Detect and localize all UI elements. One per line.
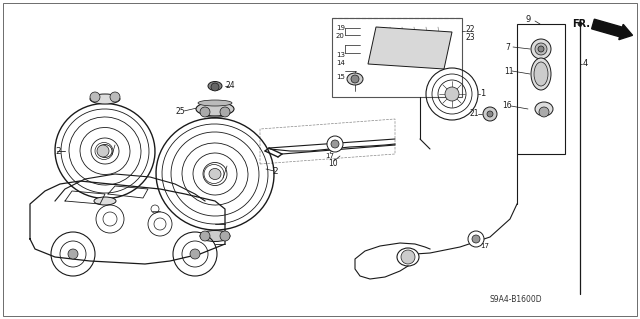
Text: 11: 11 xyxy=(504,66,513,76)
FancyArrow shape xyxy=(591,19,632,40)
Text: 21: 21 xyxy=(470,109,479,118)
Text: S9A4-B1600D: S9A4-B1600D xyxy=(490,294,543,303)
Circle shape xyxy=(110,92,120,102)
Polygon shape xyxy=(368,27,452,69)
Text: FR.: FR. xyxy=(572,19,590,29)
Text: 4: 4 xyxy=(583,60,588,69)
Circle shape xyxy=(487,111,493,117)
Circle shape xyxy=(401,250,415,264)
Text: 17: 17 xyxy=(480,243,489,249)
Text: 20: 20 xyxy=(336,33,345,39)
Text: 14: 14 xyxy=(336,60,345,66)
Circle shape xyxy=(531,39,551,59)
Circle shape xyxy=(331,140,339,148)
Circle shape xyxy=(539,107,549,117)
Text: 22: 22 xyxy=(465,25,474,33)
Circle shape xyxy=(468,231,484,247)
Circle shape xyxy=(211,83,219,91)
Circle shape xyxy=(220,107,230,117)
Text: 2: 2 xyxy=(272,167,278,175)
Text: 1: 1 xyxy=(480,90,485,99)
Text: 23: 23 xyxy=(465,33,475,42)
Circle shape xyxy=(190,249,200,259)
Circle shape xyxy=(472,235,480,243)
Ellipse shape xyxy=(90,94,120,104)
Circle shape xyxy=(200,107,210,117)
Text: 13: 13 xyxy=(336,52,345,58)
Ellipse shape xyxy=(209,168,221,180)
Circle shape xyxy=(445,87,459,101)
Ellipse shape xyxy=(535,102,553,116)
Text: 24: 24 xyxy=(226,81,236,91)
Ellipse shape xyxy=(534,62,548,86)
Text: 15: 15 xyxy=(336,74,345,80)
Circle shape xyxy=(97,145,109,157)
Text: 10: 10 xyxy=(328,160,338,168)
Text: 16: 16 xyxy=(502,101,511,110)
Bar xyxy=(517,24,565,154)
Ellipse shape xyxy=(208,81,222,91)
Bar xyxy=(332,18,462,97)
Ellipse shape xyxy=(196,102,234,116)
Circle shape xyxy=(68,249,78,259)
Ellipse shape xyxy=(347,73,363,85)
Circle shape xyxy=(483,107,497,121)
Circle shape xyxy=(200,231,210,241)
Ellipse shape xyxy=(94,197,116,205)
Circle shape xyxy=(535,43,547,55)
Text: 2: 2 xyxy=(55,146,61,155)
Ellipse shape xyxy=(397,248,419,266)
Text: 9: 9 xyxy=(525,14,531,24)
Ellipse shape xyxy=(200,231,230,241)
Ellipse shape xyxy=(531,58,551,90)
Circle shape xyxy=(327,136,343,152)
Ellipse shape xyxy=(200,107,230,117)
Circle shape xyxy=(538,46,544,52)
Circle shape xyxy=(351,75,359,83)
Ellipse shape xyxy=(198,100,232,106)
Circle shape xyxy=(90,92,100,102)
Text: 7: 7 xyxy=(505,42,510,51)
Text: 19: 19 xyxy=(336,25,345,31)
Circle shape xyxy=(220,231,230,241)
Text: 25: 25 xyxy=(175,108,184,116)
Circle shape xyxy=(578,22,582,26)
Text: 17: 17 xyxy=(325,153,334,159)
